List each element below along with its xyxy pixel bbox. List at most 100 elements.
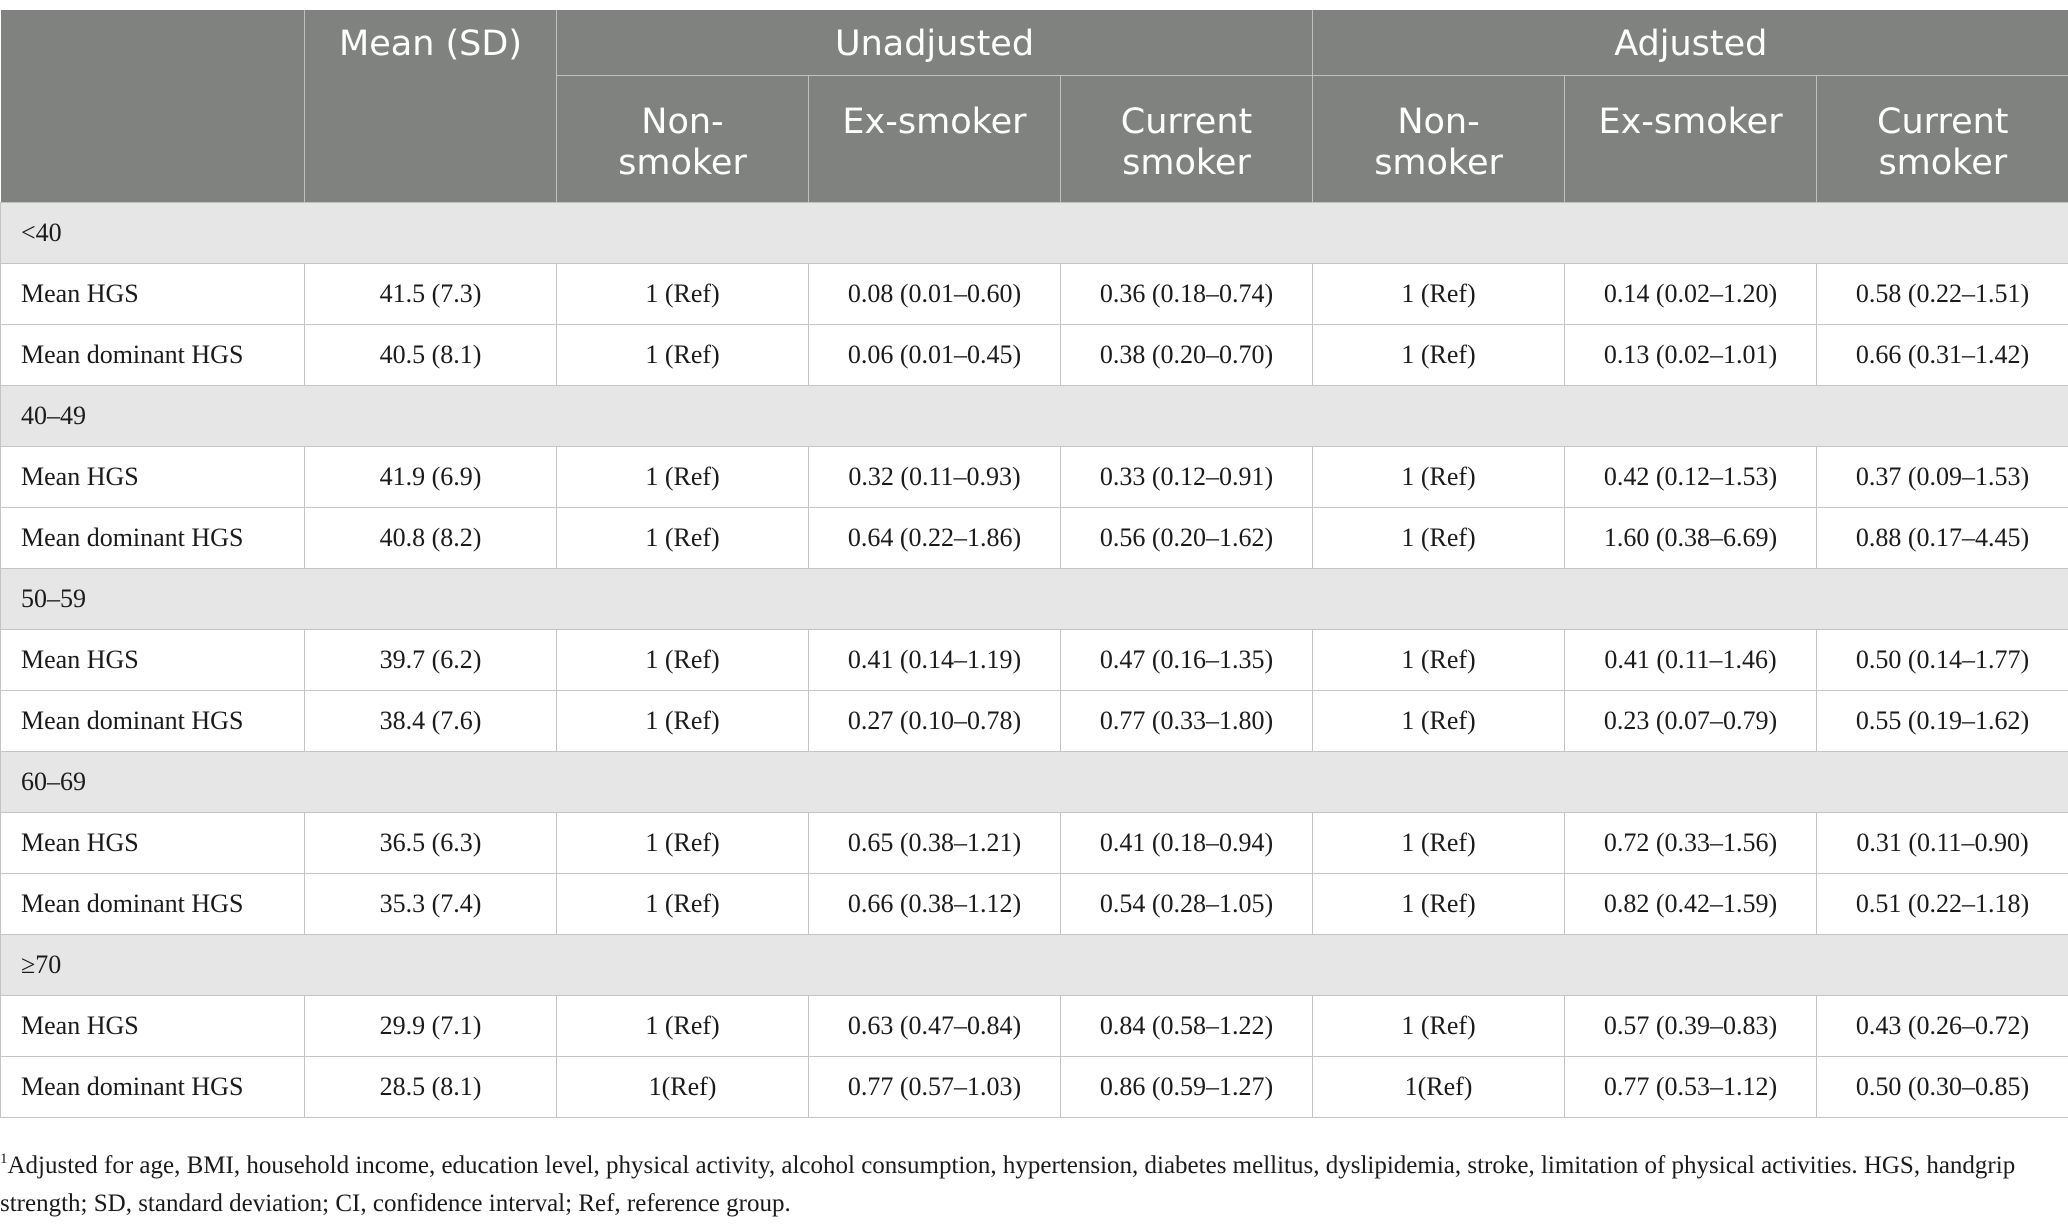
table-cell: 0.55 (0.19–1.62) <box>1816 690 2068 752</box>
table-row: Mean dominant HGS 35.3 (7.4) 1 (Ref) 0.66 (… <box>0 873 2068 935</box>
row-label: Mean HGS <box>0 995 305 1057</box>
header-row-categories: Non-smoker Ex-smoker Current smoker Non-s… <box>1 75 2068 203</box>
table-cell: 1 (Ref) <box>556 995 809 1057</box>
table-cell: 0.56 (0.20–1.62) <box>1059 507 1314 569</box>
table-cell: 1 (Ref) <box>1312 995 1566 1057</box>
header-adj-ex-smoker: Ex-smoker <box>1564 75 1818 203</box>
age-group-label: ≥70 <box>0 934 2068 996</box>
row-label: Mean dominant HGS <box>0 324 305 386</box>
table-cell: 1 (Ref) <box>556 690 809 752</box>
row-label: Mean HGS <box>0 263 305 325</box>
age-group-row: <40 <box>0 202 2068 264</box>
table-cell: 29.9 (7.1) <box>304 995 557 1057</box>
header-unadj-ex-smoker: Ex-smoker <box>808 75 1061 203</box>
results-table: Mean (SD) Unadjusted Adjusted Non-smoker… <box>0 10 2068 1118</box>
table-footnote: 1Adjusted for age, BMI, household income… <box>0 1140 2060 1223</box>
table-cell: 1 (Ref) <box>1312 507 1566 569</box>
table-row: Mean dominant HGS 28.5 (8.1) 1(Ref) 0.77 (0… <box>0 1056 2068 1118</box>
table-row: Mean HGS 29.9 (7.1) 1 (Ref) 0.63 (0.47–0.84… <box>0 995 2068 1057</box>
table-cell: 1 (Ref) <box>1312 873 1566 935</box>
table-cell: 41.5 (7.3) <box>304 263 557 325</box>
table-header: Mean (SD) Unadjusted Adjusted Non-smoker… <box>0 10 2068 203</box>
age-group-row: ≥70 <box>0 934 2068 996</box>
table-cell: 0.77 (0.33–1.80) <box>1059 690 1314 752</box>
table-cell: 39.7 (6.2) <box>304 629 557 691</box>
table-cell: 0.86 (0.59–1.27) <box>1059 1056 1314 1118</box>
table-cell: 1 (Ref) <box>556 873 809 935</box>
table-cell: 0.47 (0.16–1.35) <box>1059 629 1314 691</box>
table-row: Mean HGS 41.9 (6.9) 1 (Ref) 0.32 (0.11–0.93… <box>0 446 2068 508</box>
header-mean-sd: Mean (SD) <box>304 10 557 203</box>
table-cell: 1 (Ref) <box>556 324 809 386</box>
table-cell: 0.38 (0.20–0.70) <box>1059 324 1314 386</box>
table-cell: 1 (Ref) <box>1312 629 1566 691</box>
table-cell: 0.14 (0.02–1.20) <box>1564 263 1818 325</box>
table-row: Mean HGS 41.5 (7.3) 1 (Ref) 0.08 (0.01–0.60… <box>0 263 2068 325</box>
table-cell: 0.88 (0.17–4.45) <box>1816 507 2068 569</box>
table-cell: 0.32 (0.11–0.93) <box>808 446 1061 508</box>
table-cell: 1 (Ref) <box>556 812 809 874</box>
header-unadj-non-smoker: Non-smoker <box>556 75 809 203</box>
table-cell: 0.77 (0.53–1.12) <box>1564 1056 1818 1118</box>
age-group-label: 50–59 <box>0 568 2068 630</box>
table-cell: 1 (Ref) <box>556 263 809 325</box>
table-container: Mean (SD) Unadjusted Adjusted Non-smoker… <box>0 10 2068 1118</box>
table-cell: 0.64 (0.22–1.86) <box>808 507 1061 569</box>
table-cell: 0.06 (0.01–0.45) <box>808 324 1061 386</box>
table-cell: 0.13 (0.02–1.01) <box>1564 324 1818 386</box>
table-cell: 0.58 (0.22–1.51) <box>1816 263 2068 325</box>
table-cell: 0.50 (0.30–0.85) <box>1816 1056 2068 1118</box>
table-cell: 36.5 (6.3) <box>304 812 557 874</box>
table-cell: 1 (Ref) <box>556 507 809 569</box>
header-unadj-current-smoker: Current smoker <box>1060 75 1314 203</box>
age-group-row: 50–59 <box>0 568 2068 630</box>
table-row: Mean dominant HGS 38.4 (7.6) 1 (Ref) 0.27 (… <box>0 690 2068 752</box>
age-group-row: 40–49 <box>0 385 2068 447</box>
table-cell: 0.82 (0.42–1.59) <box>1564 873 1818 935</box>
table-row: Mean dominant HGS 40.5 (8.1) 1 (Ref) 0.06 (… <box>0 324 2068 386</box>
table-cell: 0.77 (0.57–1.03) <box>808 1056 1061 1118</box>
table-cell: 0.41 (0.14–1.19) <box>808 629 1061 691</box>
table-cell: 1 (Ref) <box>1312 324 1566 386</box>
table-cell: 35.3 (7.4) <box>304 873 557 935</box>
header-row-groups: Mean (SD) Unadjusted Adjusted <box>0 10 2068 203</box>
row-label: Mean dominant HGS <box>0 873 305 935</box>
age-group-label: 40–49 <box>0 385 2068 447</box>
table-cell: 0.41 (0.11–1.46) <box>1564 629 1818 691</box>
table-cell: 0.51 (0.22–1.18) <box>1816 873 2068 935</box>
row-label: Mean HGS <box>0 812 305 874</box>
table-cell: 0.50 (0.14–1.77) <box>1816 629 2068 691</box>
table-row: Mean dominant HGS 40.8 (8.2) 1 (Ref) 0.64 (… <box>0 507 2068 569</box>
age-group-row: 60–69 <box>0 751 2068 813</box>
age-group-label: <40 <box>0 202 2068 264</box>
table-cell: 0.66 (0.31–1.42) <box>1816 324 2068 386</box>
table-cell: 1.60 (0.38–6.69) <box>1564 507 1818 569</box>
table-cell: 1(Ref) <box>1312 1056 1566 1118</box>
table-cell: 0.23 (0.07–0.79) <box>1564 690 1818 752</box>
row-label: Mean HGS <box>0 629 305 691</box>
table-row: Mean HGS 39.7 (6.2) 1 (Ref) 0.41 (0.14–1.19… <box>0 629 2068 691</box>
table-cell: 1 (Ref) <box>1312 446 1566 508</box>
table-cell: 0.37 (0.09–1.53) <box>1816 446 2068 508</box>
table-cell: 0.33 (0.12–0.91) <box>1059 446 1314 508</box>
row-label: Mean HGS <box>0 446 305 508</box>
footnote-text: Adjusted for age, BMI, household income,… <box>0 1152 2016 1217</box>
table-cell: 1(Ref) <box>556 1056 809 1118</box>
table-cell: 40.5 (8.1) <box>304 324 557 386</box>
table-cell: 0.27 (0.10–0.78) <box>808 690 1061 752</box>
table-cell: 0.42 (0.12–1.53) <box>1564 446 1818 508</box>
table-cell: 1 (Ref) <box>556 629 809 691</box>
table-body: <40 Mean HGS 41.5 (7.3) 1 (Ref) 0.08 (0.01–0… <box>0 202 2068 1118</box>
table-cell: 38.4 (7.6) <box>304 690 557 752</box>
age-group-label: 60–69 <box>0 751 2068 813</box>
table-cell: 41.9 (6.9) <box>304 446 557 508</box>
table-cell: 1 (Ref) <box>1312 812 1566 874</box>
table-cell: 0.54 (0.28–1.05) <box>1059 873 1314 935</box>
table-cell: 0.72 (0.33–1.56) <box>1564 812 1818 874</box>
row-label: Mean dominant HGS <box>0 690 305 752</box>
table-row: Mean HGS 36.5 (6.3) 1 (Ref) 0.65 (0.38–1.21… <box>0 812 2068 874</box>
header-adjusted: Adjusted <box>1312 10 2068 76</box>
header-blank-cell <box>0 10 305 203</box>
row-label: Mean dominant HGS <box>0 1056 305 1118</box>
table-cell: 40.8 (8.2) <box>304 507 557 569</box>
